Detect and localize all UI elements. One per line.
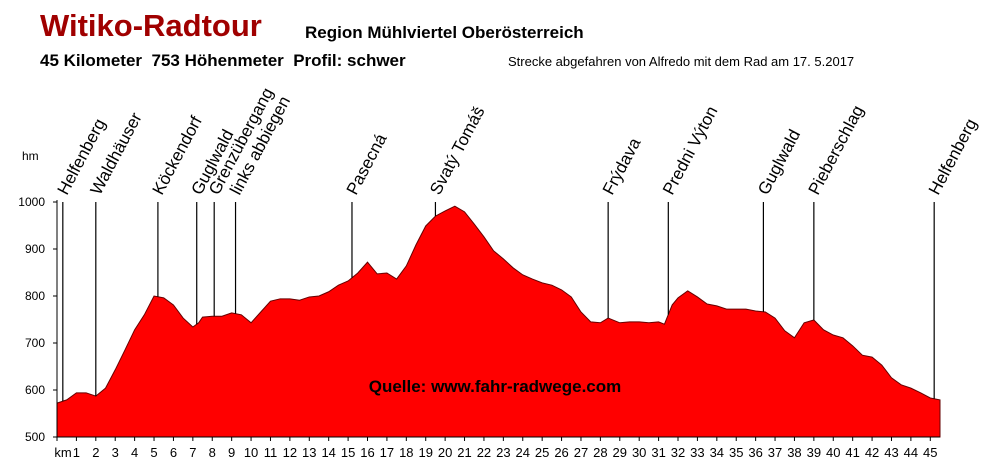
x-tick-label: 40 <box>826 445 840 460</box>
x-tick-label: 13 <box>302 445 316 460</box>
x-tick-label: 27 <box>574 445 588 460</box>
marker-label: Svatý Tomáš <box>426 103 488 198</box>
x-tick-label: 11 <box>264 445 278 460</box>
x-tick-label: 17 <box>380 445 394 460</box>
x-tick-label: 9 <box>228 445 235 460</box>
marker-label: Predni Výton <box>659 103 721 198</box>
x-tick-label: 12 <box>283 445 297 460</box>
x-tick-label: 20 <box>438 445 452 460</box>
x-tick-label: km <box>54 445 71 460</box>
x-tick-label: 14 <box>321 445 335 460</box>
x-tick-label: 19 <box>418 445 432 460</box>
x-tick-label: 38 <box>787 445 801 460</box>
x-tick-label: 6 <box>170 445 177 460</box>
x-tick-label: 15 <box>341 445 355 460</box>
y-tick-label: 700 <box>25 336 45 350</box>
marker-label: Pieberschlag <box>805 102 868 198</box>
x-tick-label: 28 <box>593 445 607 460</box>
x-tick-label: 21 <box>457 445 471 460</box>
elevation-area <box>56 205 941 438</box>
marker-label: Frýdava <box>599 134 645 198</box>
x-tick-label: 5 <box>150 445 157 460</box>
x-tick-label: 44 <box>904 445 918 460</box>
x-tick-label: 7 <box>189 445 196 460</box>
marker-label: Pasecná <box>343 130 391 198</box>
x-tick-label: 23 <box>496 445 510 460</box>
y-tick-label: 600 <box>25 383 45 397</box>
x-tick-label: 32 <box>671 445 685 460</box>
x-tick-label: 41 <box>845 445 859 460</box>
x-tick-label: 8 <box>209 445 216 460</box>
note: Strecke abgefahren von Alfredo mit dem R… <box>508 54 854 69</box>
x-tick-label: 34 <box>710 445 724 460</box>
marker-label: Helfenberg <box>925 116 981 198</box>
x-tick-label: 22 <box>477 445 491 460</box>
x-tick-label: 39 <box>807 445 821 460</box>
x-tick-label: 35 <box>729 445 743 460</box>
x-tick-label: 4 <box>131 445 138 460</box>
x-tick-label: 16 <box>360 445 374 460</box>
x-tick-label: 3 <box>112 445 119 460</box>
x-tick-label: 24 <box>516 445 530 460</box>
x-tick-label: 1 <box>73 445 80 460</box>
y-tick-label: 1000 <box>18 195 45 209</box>
stats: 45 Kilometer 753 Höhenmeter Profil: schw… <box>40 51 406 70</box>
y-tick-label: 900 <box>25 242 45 256</box>
y-tick-label: 800 <box>25 289 45 303</box>
source: Quelle: www.fahr-radwege.com <box>369 377 622 396</box>
x-tick-label: 2 <box>92 445 99 460</box>
x-tick-label: 45 <box>923 445 937 460</box>
x-tick-label: 30 <box>632 445 646 460</box>
x-tick-label: 42 <box>865 445 879 460</box>
x-tick-label: 43 <box>884 445 898 460</box>
x-tick-label: 18 <box>399 445 413 460</box>
x-tick-label: 10 <box>244 445 258 460</box>
y-axis-label: hm <box>22 149 39 163</box>
marker-label: Guglwald <box>754 126 804 197</box>
x-tick-label: 33 <box>690 445 704 460</box>
x-tick-label: 26 <box>554 445 568 460</box>
chart-subtitle: Region Mühlviertel Oberösterreich <box>305 23 584 42</box>
x-tick-label: 25 <box>535 445 549 460</box>
x-tick-label: 36 <box>748 445 762 460</box>
chart-title: Witiko-Radtour <box>40 8 262 43</box>
x-tick-label: 29 <box>613 445 627 460</box>
x-tick-label: 31 <box>651 445 665 460</box>
x-tick-label: 37 <box>768 445 782 460</box>
y-tick-label: 500 <box>25 430 45 444</box>
